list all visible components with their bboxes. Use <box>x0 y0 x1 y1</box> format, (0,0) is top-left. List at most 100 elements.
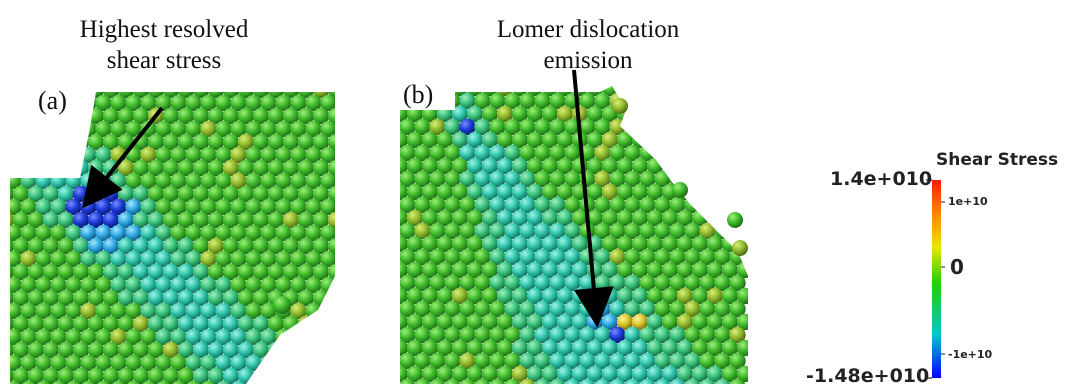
atom <box>669 144 686 162</box>
atom <box>691 313 709 331</box>
atom <box>35 224 52 242</box>
atom <box>556 235 574 253</box>
atoms-a <box>10 92 351 384</box>
atom <box>691 339 709 357</box>
atom <box>80 224 97 242</box>
atom <box>444 144 461 162</box>
atom <box>312 185 330 203</box>
atom <box>474 170 491 188</box>
atom <box>451 365 469 383</box>
atom <box>691 365 709 383</box>
atom <box>215 172 232 190</box>
atom <box>335 303 351 319</box>
atom <box>10 146 22 164</box>
atom <box>511 235 529 253</box>
atom <box>42 289 60 307</box>
atom <box>400 326 416 344</box>
atom <box>481 131 499 149</box>
atom <box>110 250 127 268</box>
atom <box>594 248 611 266</box>
atom <box>496 235 514 253</box>
atom <box>646 287 664 305</box>
atom <box>170 328 187 346</box>
atom <box>519 170 536 188</box>
atom <box>489 274 506 292</box>
atom <box>729 170 746 188</box>
atom <box>654 170 671 188</box>
atom <box>421 287 439 305</box>
atom <box>275 94 292 112</box>
atom <box>140 354 157 372</box>
atom <box>699 274 716 292</box>
atom <box>616 235 634 253</box>
atom <box>207 341 225 359</box>
atom <box>541 339 559 357</box>
atom <box>496 339 514 357</box>
atom <box>721 157 739 175</box>
atom <box>155 224 172 242</box>
loose-atom <box>672 182 688 198</box>
atom <box>260 380 277 384</box>
atom <box>721 339 739 357</box>
atom <box>327 133 335 151</box>
atom <box>245 328 262 346</box>
colorbar-tick-neg-label: -1e+10 <box>948 348 993 361</box>
atom <box>616 86 634 97</box>
atom <box>661 235 679 253</box>
atom <box>95 302 112 320</box>
atom <box>474 92 491 110</box>
atom <box>327 315 335 333</box>
atom <box>65 276 82 294</box>
atom <box>162 185 180 203</box>
atom <box>414 248 431 266</box>
atom <box>327 263 335 281</box>
atom <box>275 172 292 190</box>
atom <box>222 263 240 281</box>
atom <box>474 274 491 292</box>
atom <box>65 250 82 268</box>
atom <box>80 354 97 372</box>
atom <box>95 250 112 268</box>
atom <box>624 222 641 240</box>
atom <box>290 250 307 268</box>
atom <box>654 274 671 292</box>
atom <box>72 211 90 229</box>
atom <box>586 209 604 227</box>
atom <box>50 276 67 294</box>
atom <box>267 315 285 333</box>
atom <box>549 274 566 292</box>
atom <box>699 352 716 370</box>
atom <box>65 328 82 346</box>
atom <box>639 196 656 214</box>
atom <box>684 352 701 370</box>
atom <box>215 224 232 242</box>
atom <box>534 92 551 110</box>
atom <box>72 367 90 384</box>
atom <box>474 326 491 344</box>
atom <box>706 339 724 357</box>
atom <box>305 94 322 112</box>
atom <box>601 339 619 357</box>
atom <box>72 263 90 281</box>
atom <box>451 261 469 279</box>
annotation-b: Lomer dislocation emission <box>458 14 718 76</box>
atom <box>10 159 15 177</box>
atom <box>676 235 694 253</box>
atom <box>556 105 574 123</box>
atom <box>451 339 469 357</box>
atom <box>429 274 446 292</box>
atom <box>414 300 431 318</box>
atom <box>10 315 15 333</box>
atom <box>110 354 127 372</box>
atom <box>192 367 210 384</box>
atom <box>489 92 506 110</box>
arrow-a <box>82 106 164 209</box>
atom <box>10 302 22 320</box>
atom <box>102 263 120 281</box>
atom <box>335 121 351 137</box>
atom <box>459 170 476 188</box>
atom <box>10 367 15 384</box>
atom <box>170 94 187 112</box>
atom <box>579 378 596 384</box>
atom <box>400 183 409 201</box>
